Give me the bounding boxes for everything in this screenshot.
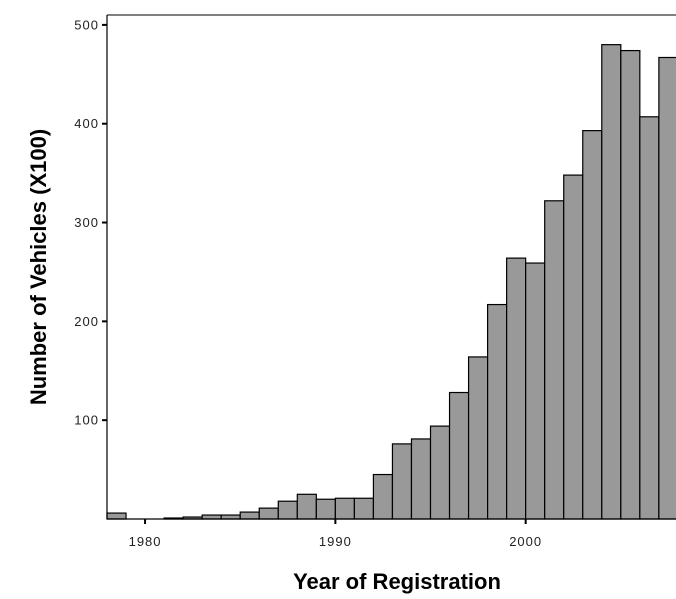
bar-2005 — [620, 49, 641, 520]
bar-1985 — [239, 511, 260, 520]
bar-2003 — [582, 130, 603, 520]
y-axis-ticks: 100 200 300 400 500 — [74, 17, 107, 428]
bar-1987 — [277, 500, 298, 520]
y-axis-title: Number of Vehicles (X100) — [26, 129, 51, 405]
bar-1990 — [334, 497, 355, 520]
x-tick-label: 1990 — [319, 534, 352, 549]
bar-1978 — [106, 512, 127, 520]
bar-1996 — [448, 391, 470, 520]
bar-1993 — [391, 443, 413, 520]
x-tick-label: 1980 — [129, 534, 162, 549]
bar-1992 — [372, 473, 394, 520]
bar-1995 — [429, 425, 451, 520]
y-tick-label: 400 — [74, 116, 99, 131]
bar-1988 — [296, 493, 317, 520]
bar-1997 — [467, 356, 489, 520]
bar-1989 — [315, 498, 336, 520]
bar-2004 — [601, 44, 622, 520]
x-axis-title: Year of Registration — [293, 569, 501, 594]
bar-2006 — [639, 116, 660, 520]
bar-1986 — [258, 507, 279, 520]
bar-group — [106, 44, 676, 520]
bar-1999 — [506, 257, 527, 520]
axes-group — [106, 14, 676, 520]
y-tick-label: 500 — [74, 17, 99, 32]
x-tick-label: 2000 — [509, 534, 542, 549]
x-axis-ticks: 1980 1990 2000 — [129, 519, 542, 549]
bar-1991 — [353, 497, 375, 520]
bar-2007 — [658, 56, 676, 520]
y-tick-label: 200 — [74, 314, 99, 329]
y-tick-label: 100 — [74, 413, 99, 428]
bar-1994 — [410, 438, 432, 520]
bar-2000 — [525, 262, 546, 520]
bar-2002 — [563, 174, 584, 520]
bar-1998 — [487, 303, 508, 520]
bar-2001 — [544, 200, 565, 520]
y-tick-label: 300 — [74, 215, 99, 230]
